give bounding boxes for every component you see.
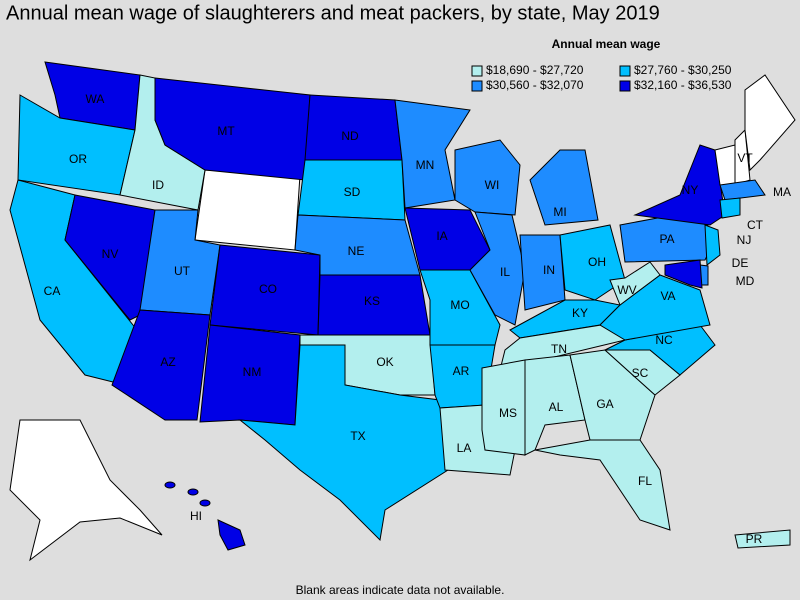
legend-label: $32,160 - $36,530 (634, 78, 732, 92)
state-label: MO (450, 298, 469, 312)
state-shape (111, 309, 211, 421)
states (9, 61, 791, 551)
state-label: ND (341, 129, 359, 143)
state-shape (559, 224, 626, 301)
state-shape (719, 179, 766, 201)
state-label: AZ (160, 355, 175, 369)
legend-swatch (471, 65, 483, 77)
state-label: FL (638, 474, 652, 488)
island (164, 481, 176, 489)
state-labels: WA OR CA NV ID MT UT AZ CO NM ND SD NE KS OK TX MN IA MO AR… (44, 92, 791, 546)
state-label: IA (436, 229, 447, 243)
state-label: NM (243, 365, 262, 379)
state-shape (194, 169, 301, 251)
legend-label: $27,760 - $30,250 (634, 63, 732, 77)
state-label: MD (736, 274, 755, 288)
state-label: OK (376, 355, 393, 369)
state-label: WA (86, 92, 105, 106)
state-label: NC (655, 333, 673, 347)
state-label: CT (747, 218, 764, 232)
footnote: Blank areas indicate data not available. (296, 583, 505, 597)
state-shape (744, 74, 796, 172)
state-label: MI (553, 205, 566, 219)
state-label: WI (485, 178, 500, 192)
state-label: NY (682, 183, 699, 197)
state-label: UT (174, 264, 191, 278)
state-shape (64, 194, 156, 321)
island (187, 488, 199, 496)
legend: $18,690 - $27,720 $27,760 - $30,250 $30,56… (471, 63, 732, 92)
state-label: MA (773, 185, 791, 199)
state-label: CO (259, 282, 277, 296)
state-shape (217, 519, 246, 551)
state-label: WV (617, 283, 636, 297)
state-shape (609, 261, 661, 306)
state-label: KY (572, 306, 588, 320)
state-label: PA (659, 232, 674, 246)
state-label: NV (102, 247, 119, 261)
state-label: NE (348, 244, 365, 258)
state-label: DE (732, 256, 749, 270)
state-shape (481, 359, 526, 456)
state-label: SD (344, 185, 361, 199)
state-shape (719, 197, 741, 219)
state-label: ID (152, 178, 164, 192)
legend-swatch (471, 80, 483, 92)
state-shape (529, 149, 599, 226)
state-label: LA (457, 441, 472, 455)
state-shape (704, 224, 721, 266)
state-label: MT (217, 124, 235, 138)
state-label: SC (632, 366, 649, 380)
state-shape (534, 439, 671, 531)
island (199, 499, 211, 507)
state-label: TX (350, 429, 365, 443)
state-label: MS (499, 406, 517, 420)
legend-label: $30,560 - $32,070 (486, 78, 584, 92)
state-label: PR (746, 532, 763, 546)
state-shape (9, 419, 163, 562)
state-label: VT (737, 151, 753, 165)
state-shape (734, 529, 791, 549)
state-shape (469, 211, 526, 326)
state-label: AL (549, 400, 564, 414)
state-label: TN (551, 342, 567, 356)
state-shape (238, 344, 449, 542)
state-shape (454, 139, 521, 216)
state-shape (304, 94, 403, 161)
legend-swatch (619, 80, 631, 92)
state-label: NJ (737, 233, 752, 247)
state-label: GA (596, 397, 613, 411)
state-label: HI (190, 509, 202, 523)
legend-title: Annual mean wage (552, 37, 661, 51)
state-label: IL (500, 265, 510, 279)
state-label: IN (543, 263, 555, 277)
state-shape (664, 259, 703, 289)
state-label: OR (69, 152, 87, 166)
state-label: OH (588, 255, 606, 269)
state-label: AR (453, 364, 470, 378)
state-label: VA (660, 289, 675, 303)
map-title: Annual mean wage of slaughterers and mea… (6, 2, 660, 24)
state-label: CA (44, 284, 61, 298)
state-label: MN (416, 158, 435, 172)
legend-swatch (619, 65, 631, 77)
legend-label: $18,690 - $27,720 (486, 63, 584, 77)
state-label: KS (364, 294, 380, 308)
